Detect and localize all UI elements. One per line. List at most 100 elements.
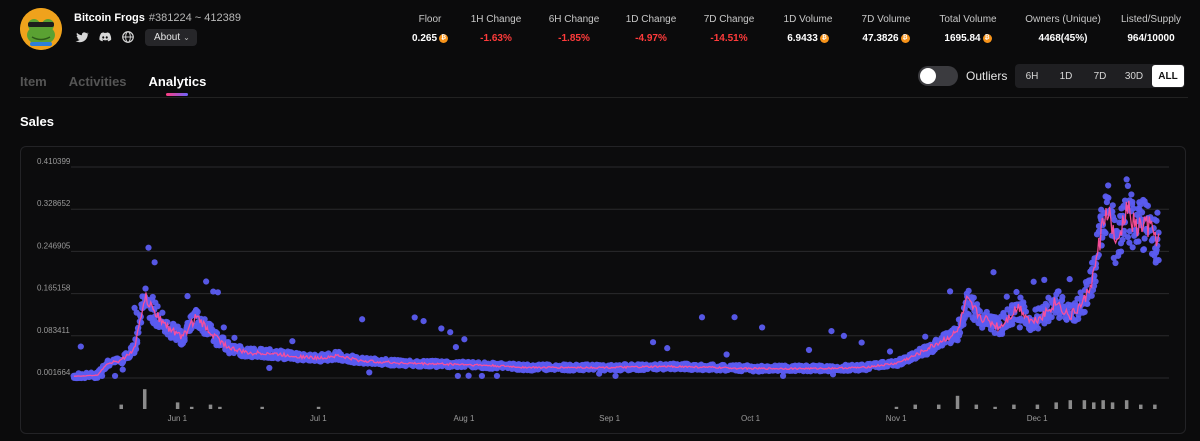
stat-value: -1.85% — [529, 33, 619, 44]
sale-point — [452, 344, 459, 351]
sale-point — [1138, 209, 1146, 216]
sale-point — [1016, 324, 1023, 331]
sale-point — [1155, 229, 1162, 236]
volume-bar — [955, 395, 960, 409]
range-30d[interactable]: 30D — [1124, 70, 1144, 82]
frog-avatar-image — [20, 8, 62, 50]
sale-point — [1035, 325, 1042, 332]
sale-point — [1109, 202, 1116, 209]
sale-point — [1153, 217, 1160, 224]
stat-value-text: 964/10000 — [1127, 33, 1175, 44]
sale-point — [111, 372, 119, 380]
sale-point — [1087, 268, 1094, 275]
stat-label: 1H Change — [470, 14, 522, 25]
sale-point — [1059, 293, 1066, 301]
sale-point — [1092, 278, 1099, 285]
sale-point — [1003, 293, 1010, 300]
stat-value-text: -14.51% — [710, 33, 748, 44]
x-tick-label: Aug 1 — [454, 414, 475, 423]
stat-value: -14.51% — [684, 33, 774, 44]
volume-bar — [175, 402, 180, 409]
sale-point — [184, 293, 191, 300]
x-tick-label: Jul 1 — [310, 414, 327, 423]
sale-point — [828, 328, 835, 335]
sales-chart-svg[interactable]: 0.410399 0.328652 0.246905 0.165158 0.083411… — [21, 147, 1187, 435]
sale-point — [1135, 238, 1142, 245]
bitcoin-icon: ₿ — [900, 34, 910, 43]
sale-point — [151, 259, 158, 266]
stat-value: 4468(45%) — [1018, 33, 1108, 44]
sale-point — [214, 289, 221, 296]
sale-point — [1043, 302, 1051, 309]
sale-point — [1030, 278, 1037, 285]
stat-value-text: 1695.84 — [944, 33, 981, 44]
sale-point — [960, 321, 967, 328]
collection-range: #381224 ~ 412389 — [148, 12, 241, 24]
range-6h[interactable]: 6H — [1025, 70, 1039, 82]
stat-1h-change: 1H Change -1.63% — [451, 14, 541, 44]
sale-point — [203, 278, 210, 285]
bitcoin-icon: ₿ — [819, 34, 829, 43]
sale-point — [478, 372, 486, 380]
sale-point — [420, 318, 427, 325]
stat-7d-change: 7D Change -14.51% — [684, 14, 774, 44]
sale-point — [131, 304, 138, 312]
sale-point — [1105, 182, 1112, 189]
stat-floor: Floor 0.265 ₿ — [385, 14, 475, 44]
stat-value: -4.97% — [606, 33, 696, 44]
twitter-icon[interactable] — [74, 30, 89, 45]
about-button[interactable]: About ⌄ — [145, 28, 197, 46]
sale-point — [1060, 303, 1067, 310]
stat-label: 1D Change — [625, 14, 677, 25]
sale-point — [829, 371, 837, 378]
volume-bar — [119, 404, 123, 409]
sale-point — [664, 345, 671, 352]
collection-title: Bitcoin Frogs #381224 ~ 412389 — [74, 12, 241, 24]
sales-chart[interactable]: 0.410399 0.328652 0.246905 0.165158 0.083411… — [20, 146, 1186, 434]
volume-bar — [1101, 400, 1105, 409]
tab-activities[interactable]: Activities — [68, 74, 127, 89]
sale-point — [1081, 308, 1088, 316]
x-tick-label: Nov 1 — [886, 414, 907, 423]
stat-1d-volume: 1D Volume 6.9433 ₿ — [763, 14, 853, 44]
sale-point — [1124, 182, 1131, 190]
volume-bar — [1139, 404, 1143, 409]
sale-point — [698, 314, 706, 321]
tab-analytics[interactable]: Analytics — [149, 74, 206, 96]
volume-bar — [913, 404, 917, 409]
outliers-toggle[interactable] — [918, 66, 958, 86]
range-7d[interactable]: 7D — [1093, 70, 1107, 82]
discord-icon[interactable] — [97, 30, 112, 45]
y-tick-label: 0.001664 — [37, 368, 71, 377]
collection-avatar[interactable] — [20, 8, 62, 50]
sale-point — [1144, 202, 1152, 209]
sale-point — [289, 338, 296, 345]
outliers-label: Outliers — [966, 69, 1008, 83]
tab-item[interactable]: Item — [20, 74, 47, 89]
average-price-line — [73, 200, 1160, 377]
sale-point — [149, 293, 156, 301]
y-tick-label: 0.410399 — [37, 157, 71, 166]
bitcoin-icon: ₿ — [439, 34, 449, 43]
sale-point — [366, 369, 373, 376]
sale-point — [1154, 209, 1161, 216]
volume-bar — [142, 389, 147, 409]
sale-point — [119, 366, 126, 373]
sale-point — [411, 314, 418, 321]
sale-point — [1009, 321, 1016, 328]
sales-section-title: Sales — [20, 114, 54, 129]
tabs-divider — [20, 97, 1188, 98]
range-1d[interactable]: 1D — [1059, 70, 1073, 82]
bitcoin-icon: ₿ — [982, 34, 992, 43]
sale-point — [858, 339, 865, 346]
stat-value-text: 0.265 — [411, 33, 438, 44]
sale-point — [1084, 300, 1091, 308]
globe-icon[interactable] — [120, 30, 135, 45]
volume-bar — [218, 406, 222, 409]
range-all[interactable]: ALL — [1152, 65, 1184, 87]
sale-point — [840, 332, 847, 339]
sale-point — [759, 324, 766, 331]
stat-value: 6.9433 ₿ — [763, 33, 853, 44]
y-tick-label: 0.246905 — [37, 241, 71, 250]
stat-value: 964/10000 — [1106, 33, 1196, 44]
